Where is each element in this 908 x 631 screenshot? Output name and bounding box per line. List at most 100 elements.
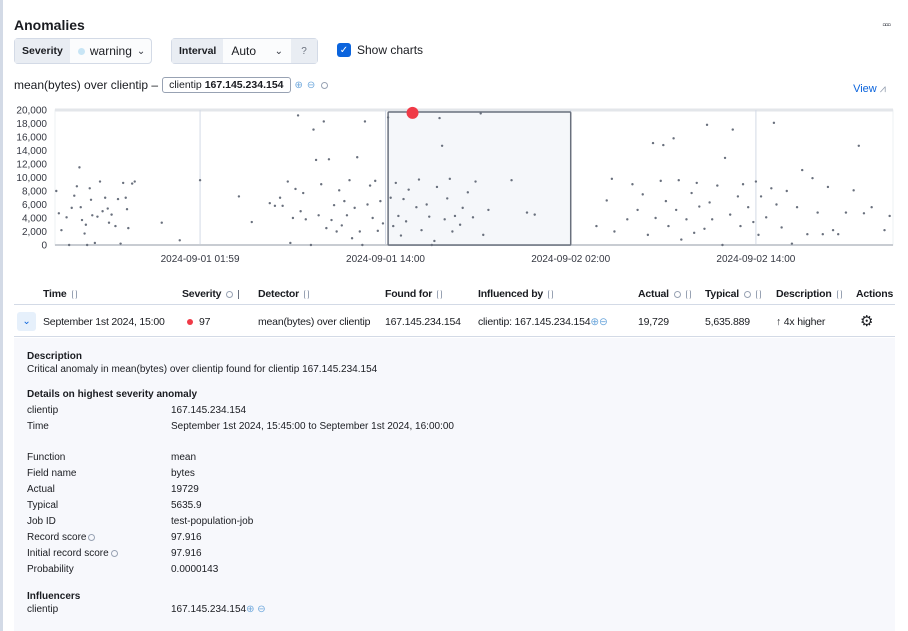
y-tick-label: 14,000: [16, 146, 47, 157]
data-point: [178, 239, 181, 242]
data-point: [67, 243, 71, 247]
anomaly-chart[interactable]: 0 2,000 4,000 6,000 8,000 10,000 12,000 14,000 1…: [0, 100, 908, 270]
data-point: [816, 211, 819, 214]
severity-select[interactable]: Severity warning ⌄: [14, 38, 152, 64]
col-typical[interactable]: Typical: [705, 288, 762, 300]
x-tick-label: 2024-09-01 01:59: [161, 254, 240, 265]
x-tick-label: 2024-09-01 14:00: [346, 254, 425, 265]
data-point: [595, 224, 598, 228]
data-point: [754, 180, 758, 183]
data-point: [125, 208, 129, 211]
col-time-label: Time: [43, 288, 67, 300]
data-point: [428, 215, 431, 218]
filter-plus-icon[interactable]: ⊕: [246, 604, 255, 615]
col-actual-label: Actual: [638, 288, 669, 300]
sort-icon: [437, 289, 443, 299]
view-link[interactable]: View ⩘: [853, 83, 886, 96]
col-found-for[interactable]: Found for: [385, 288, 443, 300]
data-point: [330, 218, 333, 222]
y-tick-label: 8,000: [22, 187, 47, 198]
data-point: [379, 199, 382, 203]
col-description[interactable]: Description: [776, 288, 842, 300]
influencer-value-text: 167.145.234.154: [171, 604, 247, 615]
info-icon: [321, 81, 329, 89]
data-point: [446, 197, 449, 200]
col-influenced-by[interactable]: Influenced by: [478, 288, 554, 300]
gear-icon[interactable]: ⚙: [860, 312, 874, 330]
data-point: [692, 231, 696, 235]
data-point: [402, 197, 405, 201]
detail-value: 97.916: [171, 548, 202, 559]
data-point: [533, 213, 536, 216]
data-point: [731, 128, 734, 131]
data-point: [695, 181, 698, 185]
sort-icon: [836, 289, 842, 299]
detail-value: 97.916: [171, 532, 202, 543]
detail-key-label: Record score: [27, 532, 87, 543]
boxes-icon[interactable]: ▫▫▫: [882, 20, 891, 31]
chart-line-icon: ⩘: [879, 83, 886, 95]
data-point: [340, 224, 343, 227]
data-point: [407, 188, 410, 191]
data-point: [160, 221, 163, 224]
data-point: [440, 144, 444, 147]
col-time[interactable]: Time: [43, 288, 77, 300]
data-point: [746, 206, 750, 209]
cell-time: September 1st 2024, 15:00: [43, 315, 165, 328]
col-actual[interactable]: Actual: [638, 288, 691, 300]
detail-key-label: Initial record score: [27, 548, 109, 559]
data-point: [654, 216, 657, 220]
selection-brush[interactable]: [387, 111, 572, 246]
filter-minus-icon[interactable]: ⊖: [257, 604, 266, 615]
data-point: [636, 208, 639, 212]
data-point: [664, 199, 668, 203]
filter-plus-icon[interactable]: ⊕: [294, 79, 303, 91]
data-point: [662, 143, 665, 147]
data-point: [397, 214, 400, 218]
filter-plus-icon[interactable]: ⊕: [590, 315, 599, 328]
data-point: [335, 230, 338, 233]
col-detector[interactable]: Detector: [258, 288, 309, 300]
help-icon[interactable]: ?: [291, 39, 317, 63]
data-point: [327, 158, 331, 161]
data-point: [448, 177, 452, 181]
col-severity[interactable]: Severity: [182, 288, 240, 300]
data-point: [770, 187, 773, 190]
filter-minus-icon[interactable]: ⊖: [306, 79, 316, 91]
y-tick-label: 4,000: [22, 214, 47, 225]
data-point: [116, 197, 120, 201]
checkmark-icon: ✓: [337, 43, 351, 57]
data-point: [106, 207, 109, 210]
anomaly-marker[interactable]: [406, 106, 419, 119]
data-point: [281, 204, 284, 208]
y-tick-label: 6,000: [22, 200, 47, 211]
cell-found-for: 167.145.234.154: [385, 315, 461, 328]
data-point: [795, 206, 799, 209]
data-point: [610, 177, 614, 181]
y-tick-label: 0: [41, 241, 47, 252]
table-header: Time Severity Detector Found for Influen…: [14, 285, 895, 305]
collapse-chevron-icon[interactable]: ⌄: [17, 312, 36, 331]
data-point: [631, 183, 634, 186]
info-icon: [88, 533, 96, 541]
info-icon: [673, 290, 681, 298]
data-point: [366, 203, 369, 206]
detail-key: Time: [27, 421, 49, 432]
data-point: [510, 179, 513, 182]
data-point: [708, 201, 711, 204]
detail-key: Probability: [27, 564, 74, 575]
data-point: [705, 123, 709, 127]
chevron-down-icon: ⌄: [136, 45, 146, 57]
y-tick-label: 18,000: [16, 119, 47, 130]
data-point: [641, 193, 644, 196]
data-point: [314, 158, 318, 162]
data-point: [461, 206, 464, 210]
severity-score: 97: [199, 315, 211, 328]
filter-minus-icon[interactable]: ⊖: [598, 315, 608, 328]
data-point: [107, 221, 111, 224]
interval-select[interactable]: Interval Auto ⌄ ?: [171, 38, 318, 64]
show-charts-checkbox[interactable]: ✓ Show charts: [337, 43, 423, 57]
data-point: [659, 179, 662, 183]
data-point: [425, 203, 428, 206]
data-point: [73, 194, 76, 197]
